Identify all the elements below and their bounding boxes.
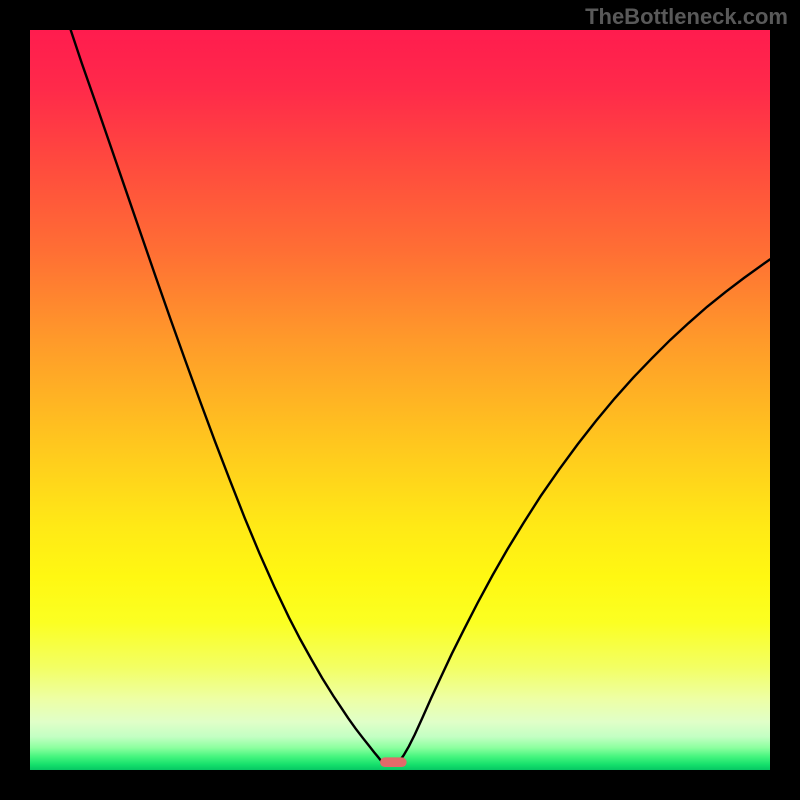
watermark-text: TheBottleneck.com xyxy=(585,4,788,30)
chart-frame: TheBottleneck.com xyxy=(0,0,800,800)
bottleneck-chart xyxy=(30,30,770,770)
plot-area xyxy=(30,30,770,770)
chart-background xyxy=(30,30,770,770)
bottleneck-marker xyxy=(380,757,407,767)
